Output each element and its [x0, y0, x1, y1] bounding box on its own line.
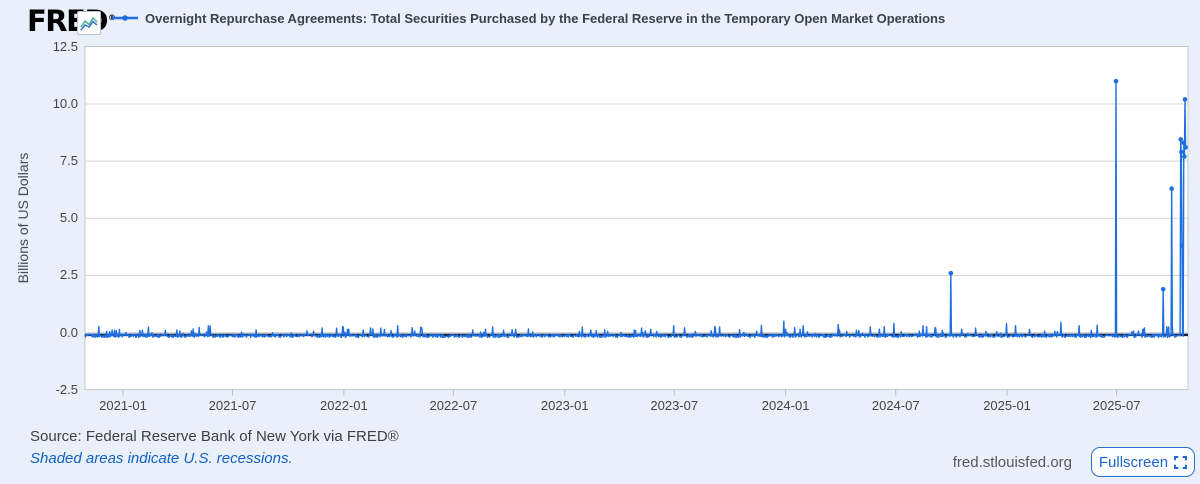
- y-tick-label: 5.0: [59, 210, 78, 226]
- y-tick-label: 2.5: [59, 267, 78, 283]
- mini-chart-icon: [80, 16, 98, 31]
- data-point-marker: [1160, 286, 1166, 292]
- series-legend-item[interactable]: Overnight Repurchase Agreements: Total S…: [112, 9, 945, 27]
- source-text: Source: Federal Reserve Bank of New York…: [30, 428, 399, 445]
- data-point-marker: [1179, 149, 1184, 155]
- x-tick-label: 2025-07: [1092, 398, 1141, 413]
- x-tick-label: 2022-07: [429, 398, 478, 413]
- fred-logo-chart-icon[interactable]: [77, 11, 101, 35]
- legend-line-marker-icon: [112, 15, 138, 21]
- fullscreen-button[interactable]: Fullscreen: [1091, 447, 1195, 477]
- x-tick-label: 2024-07: [871, 398, 920, 413]
- y-tick-label: 7.5: [59, 153, 78, 169]
- fullscreen-expand-icon: [1174, 455, 1188, 469]
- x-tick-label: 2023-07: [650, 398, 699, 413]
- data-point-marker: [1182, 97, 1188, 102]
- y-tick-label: 0.0: [59, 324, 78, 340]
- site-url: fred.stlouisfed.org: [952, 454, 1072, 471]
- data-point-marker: [1179, 243, 1185, 249]
- x-tick-label: 2021-01: [99, 398, 147, 413]
- data-point-marker: [1113, 78, 1119, 84]
- data-point-marker: [1182, 154, 1187, 159]
- recessions-note-link[interactable]: Shaded areas indicate U.S. recessions.: [30, 450, 293, 467]
- y-tick-label: 10.0: [52, 96, 78, 111]
- legend-label: Overnight Repurchase Agreements: Total S…: [145, 10, 946, 26]
- x-tick-label: 2025-01: [983, 398, 1031, 413]
- y-tick-label: -2.5: [55, 381, 78, 397]
- fullscreen-button-label: Fullscreen: [1098, 453, 1169, 471]
- data-point-marker: [1181, 140, 1187, 146]
- x-tick-label: 2024-01: [761, 398, 810, 413]
- data-point-marker: [1178, 137, 1184, 142]
- series-line: [84, 80, 1187, 339]
- data-point-marker: [1183, 145, 1188, 150]
- data-point-marker: [948, 270, 954, 276]
- x-tick-label: 2023-01: [540, 398, 589, 413]
- x-tick-label: 2022-01: [320, 398, 368, 413]
- x-tick-label: 2021-07: [208, 398, 257, 413]
- data-point-marker: [1169, 186, 1174, 191]
- y-tick-label: 12.5: [52, 38, 78, 54]
